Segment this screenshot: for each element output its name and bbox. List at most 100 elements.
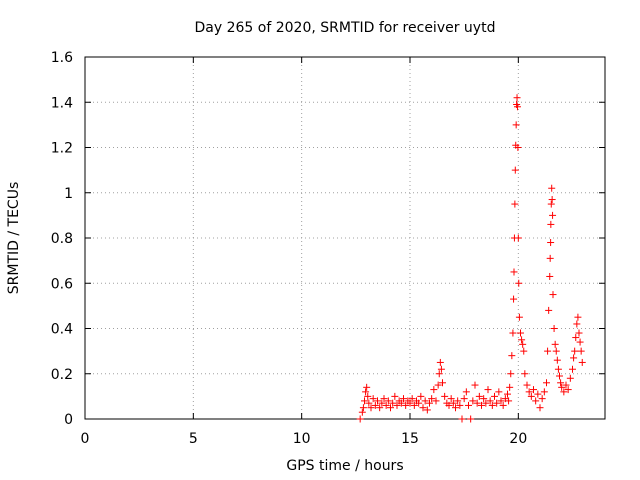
data-point bbox=[391, 392, 399, 400]
data-point bbox=[400, 395, 407, 403]
y-tick-label: 1 bbox=[64, 186, 73, 202]
data-point bbox=[469, 397, 477, 405]
data-point bbox=[397, 399, 405, 407]
data-point bbox=[359, 404, 367, 412]
data-point bbox=[562, 381, 570, 389]
data-point bbox=[578, 358, 586, 366]
data-point bbox=[365, 399, 373, 407]
data-point bbox=[546, 254, 554, 262]
data-point bbox=[577, 347, 585, 355]
data-point bbox=[550, 325, 558, 332]
data-point bbox=[462, 388, 470, 396]
data-point bbox=[449, 399, 457, 407]
data-point bbox=[478, 401, 485, 409]
data-point bbox=[569, 365, 576, 373]
data-point bbox=[519, 340, 527, 348]
data-point bbox=[543, 379, 550, 387]
data-point bbox=[549, 291, 557, 299]
data-point bbox=[571, 347, 579, 355]
data-point bbox=[417, 392, 425, 400]
x-tick-label: 15 bbox=[401, 431, 419, 447]
data-point bbox=[467, 415, 475, 423]
data-point bbox=[511, 166, 519, 174]
data-point bbox=[574, 313, 582, 321]
data-point bbox=[514, 234, 522, 242]
data-point bbox=[523, 381, 531, 389]
data-point bbox=[540, 388, 548, 396]
tick-labels: 0 5 10 15 20 0 0.2 0.4 0.6 0.8 1 1.2 1.4 1.6 bbox=[51, 50, 528, 447]
x-tick-label: 5 bbox=[189, 431, 198, 447]
data-point bbox=[495, 388, 503, 396]
data-point bbox=[544, 347, 552, 355]
data-point bbox=[367, 404, 375, 412]
data-point bbox=[435, 370, 443, 378]
data-point bbox=[465, 401, 472, 409]
data-point bbox=[382, 401, 390, 409]
y-tick-label: 0.4 bbox=[51, 322, 73, 338]
data-point bbox=[456, 401, 464, 409]
data-point bbox=[447, 395, 455, 403]
data-point bbox=[475, 392, 483, 400]
data-point bbox=[517, 329, 524, 337]
data-point bbox=[408, 395, 416, 403]
data-point bbox=[488, 401, 496, 409]
data-point bbox=[436, 358, 444, 366]
data-point bbox=[534, 390, 542, 398]
data-point bbox=[423, 406, 431, 414]
data-point bbox=[549, 211, 557, 219]
y-tick-label: 1.4 bbox=[51, 95, 73, 111]
data-point bbox=[452, 404, 459, 412]
data-point bbox=[556, 372, 563, 380]
data-point bbox=[419, 404, 427, 412]
data-point bbox=[547, 239, 555, 247]
data-point bbox=[491, 392, 498, 400]
data-point bbox=[553, 356, 561, 364]
data-point bbox=[554, 365, 562, 373]
data-point bbox=[364, 392, 372, 400]
y-tick-label: 0.8 bbox=[51, 231, 73, 247]
data-point bbox=[369, 395, 377, 403]
data-point bbox=[545, 306, 553, 314]
data-point bbox=[363, 383, 371, 391]
data-point bbox=[506, 383, 514, 391]
y-tick-label: 0.2 bbox=[51, 367, 73, 383]
data-point bbox=[527, 392, 535, 400]
data-point bbox=[371, 401, 379, 409]
data-point bbox=[439, 379, 446, 387]
data-point bbox=[378, 399, 386, 407]
data-point bbox=[547, 200, 555, 208]
data-point bbox=[512, 121, 520, 129]
data-point bbox=[572, 334, 580, 342]
data-point bbox=[493, 399, 501, 407]
data-point bbox=[509, 329, 517, 337]
data-point bbox=[560, 388, 568, 396]
data-point bbox=[511, 200, 519, 208]
data-point bbox=[426, 399, 433, 407]
x-tick-label: 10 bbox=[293, 431, 311, 447]
data-point bbox=[434, 381, 442, 389]
data-point bbox=[566, 374, 574, 382]
data-point bbox=[428, 395, 436, 403]
grid-lines bbox=[85, 57, 605, 419]
data-point bbox=[510, 295, 518, 303]
data-point bbox=[515, 313, 523, 321]
data-point bbox=[548, 196, 556, 204]
data-point bbox=[406, 399, 414, 407]
data-point bbox=[460, 395, 468, 403]
data-point bbox=[536, 404, 544, 412]
data-point bbox=[484, 386, 492, 394]
data-point bbox=[546, 272, 554, 280]
data-point bbox=[358, 408, 366, 416]
data-point bbox=[510, 268, 518, 276]
data-point bbox=[570, 354, 578, 362]
x-tick-label: 0 bbox=[81, 431, 90, 447]
data-point bbox=[432, 397, 440, 405]
data-point bbox=[380, 395, 388, 403]
data-point bbox=[548, 184, 556, 192]
data-point bbox=[521, 370, 529, 378]
data-point bbox=[504, 390, 511, 398]
data-point bbox=[486, 397, 494, 405]
data-point bbox=[445, 401, 453, 409]
data-point bbox=[374, 397, 381, 405]
data-point bbox=[525, 388, 533, 396]
